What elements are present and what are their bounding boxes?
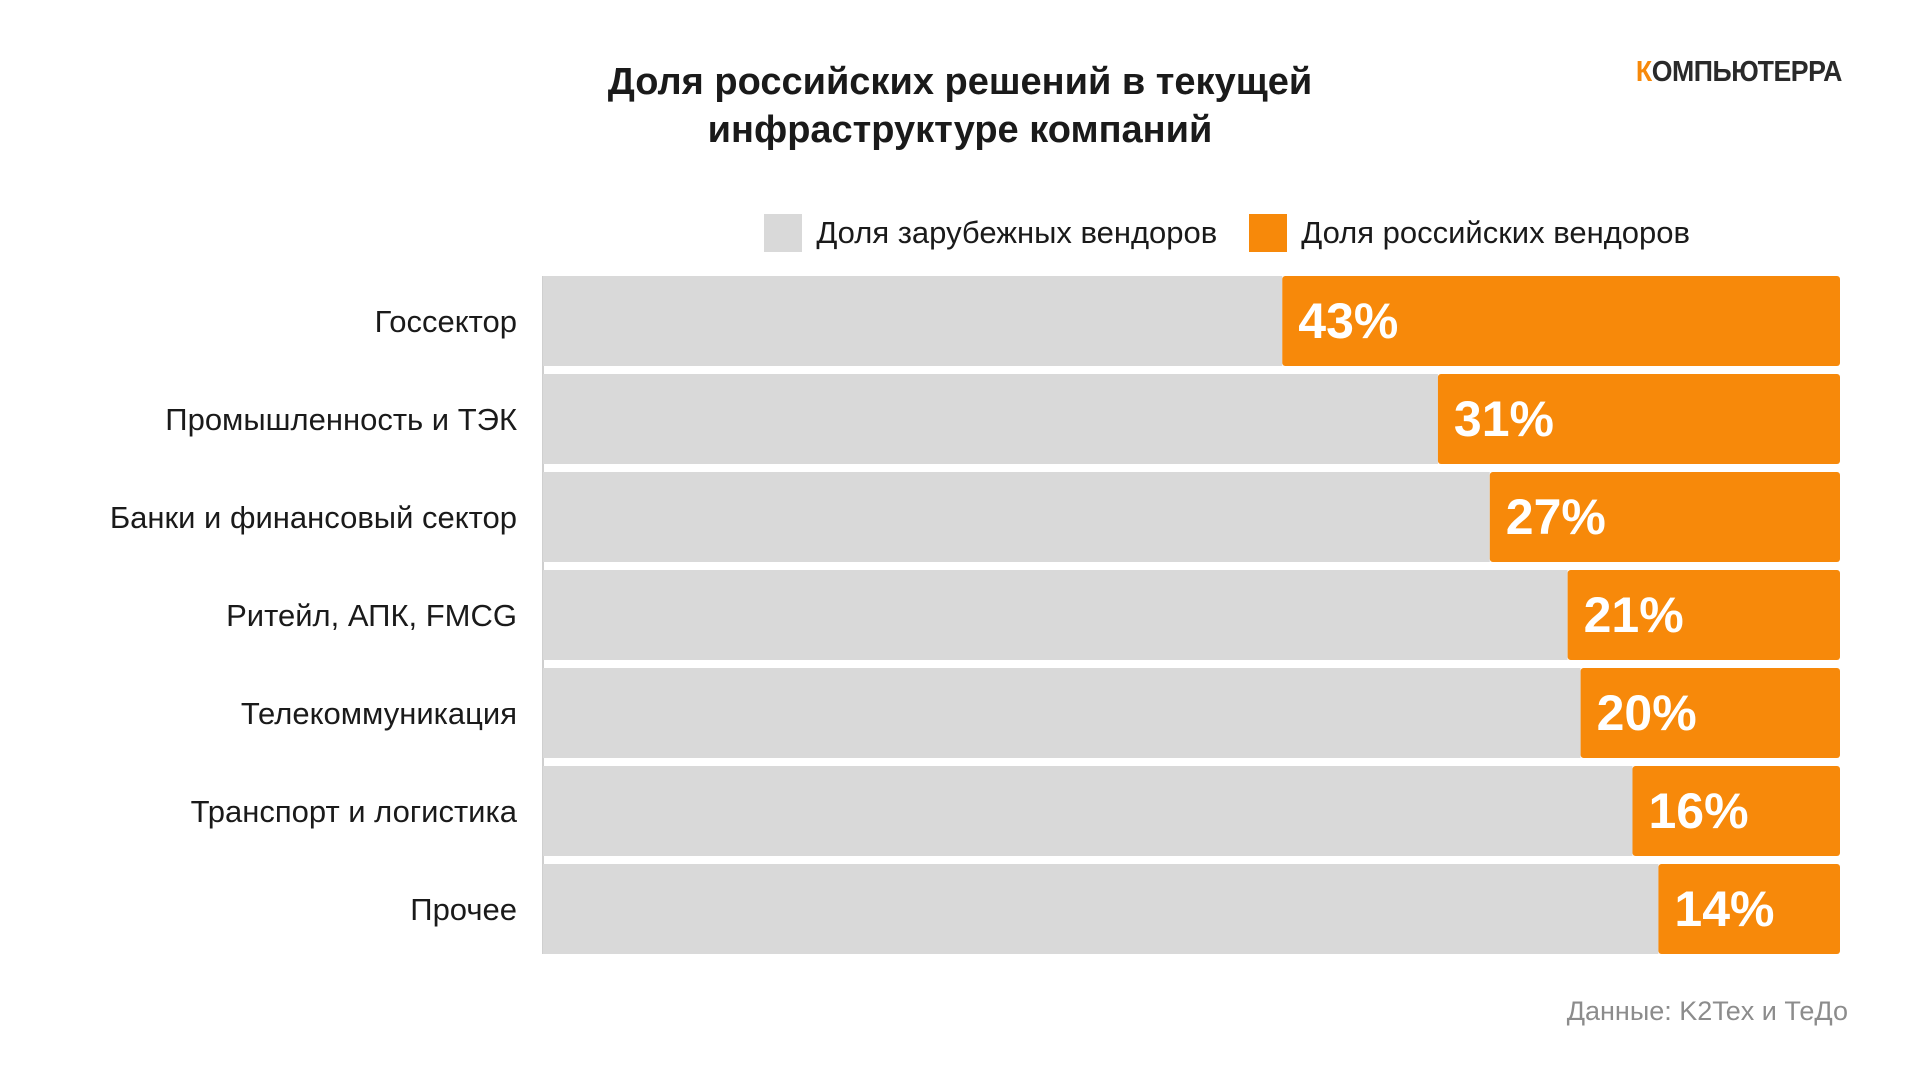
bar-foreign-5 (543, 766, 1633, 856)
category-label-0: Госсектор (375, 304, 517, 339)
bar-russian-6 (1658, 864, 1840, 954)
legend-label-russian: Доля российских вендоров (1301, 215, 1690, 250)
value-label-russian-6: 14% (1674, 881, 1774, 937)
category-label-2: Банки и финансовый сектор (110, 500, 517, 535)
bar-russian-2 (1489, 472, 1840, 562)
legend-swatch-russian (1249, 214, 1288, 252)
bar-foreign-3 (543, 570, 1568, 660)
value-label-russian-5: 16% (1648, 783, 1748, 839)
bar-foreign-1 (543, 374, 1438, 464)
category-label-1: Промышленность и ТЭК (165, 402, 517, 437)
bar-russian-4 (1580, 668, 1840, 758)
bar-russian-0 (1282, 276, 1840, 366)
brand-logo: КОМПЬЮТЕРРА (1635, 56, 1842, 88)
legend-item-russian: Доля российских вендоров (1249, 214, 1690, 252)
legend-label-foreign: Доля зарубежных вендоров (816, 215, 1218, 250)
category-label-6: Прочее (410, 892, 517, 927)
bar-russian-1 (1437, 374, 1840, 464)
category-label-5: Транспорт и логистика (191, 794, 518, 829)
value-label-russian-0: 43% (1298, 293, 1398, 349)
chart-title-line-1: Доля российских решений в текущей (607, 61, 1313, 103)
legend-item-foreign: Доля зарубежных вендоров (764, 214, 1217, 252)
category-label-4: Телекоммуникация (241, 696, 517, 731)
value-label-russian-3: 21% (1584, 587, 1684, 643)
chart-legend: Доля зарубежных вендоров Доля российских… (732, 214, 1690, 252)
value-label-russian-4: 20% (1597, 685, 1697, 741)
legend-swatch-foreign (764, 214, 803, 252)
chart-title-line-2: инфраструктуре компаний (707, 109, 1213, 151)
data-source-note: Данные: K2Tex и ТеДо (1566, 996, 1848, 1026)
category-label-3: Ритейл, АПК, FMCG (226, 598, 517, 633)
value-label-russian-2: 27% (1506, 489, 1606, 545)
bar-foreign-2 (543, 472, 1490, 562)
value-label-russian-1: 31% (1454, 391, 1554, 447)
bar-russian-5 (1632, 766, 1840, 856)
bar-russian-3 (1567, 570, 1840, 660)
bar-foreign-4 (543, 668, 1581, 758)
bar-foreign-6 (543, 864, 1659, 954)
bar-foreign-0 (543, 276, 1283, 366)
chart-title: Доля российских решений в текущей инфрас… (440, 58, 1480, 154)
